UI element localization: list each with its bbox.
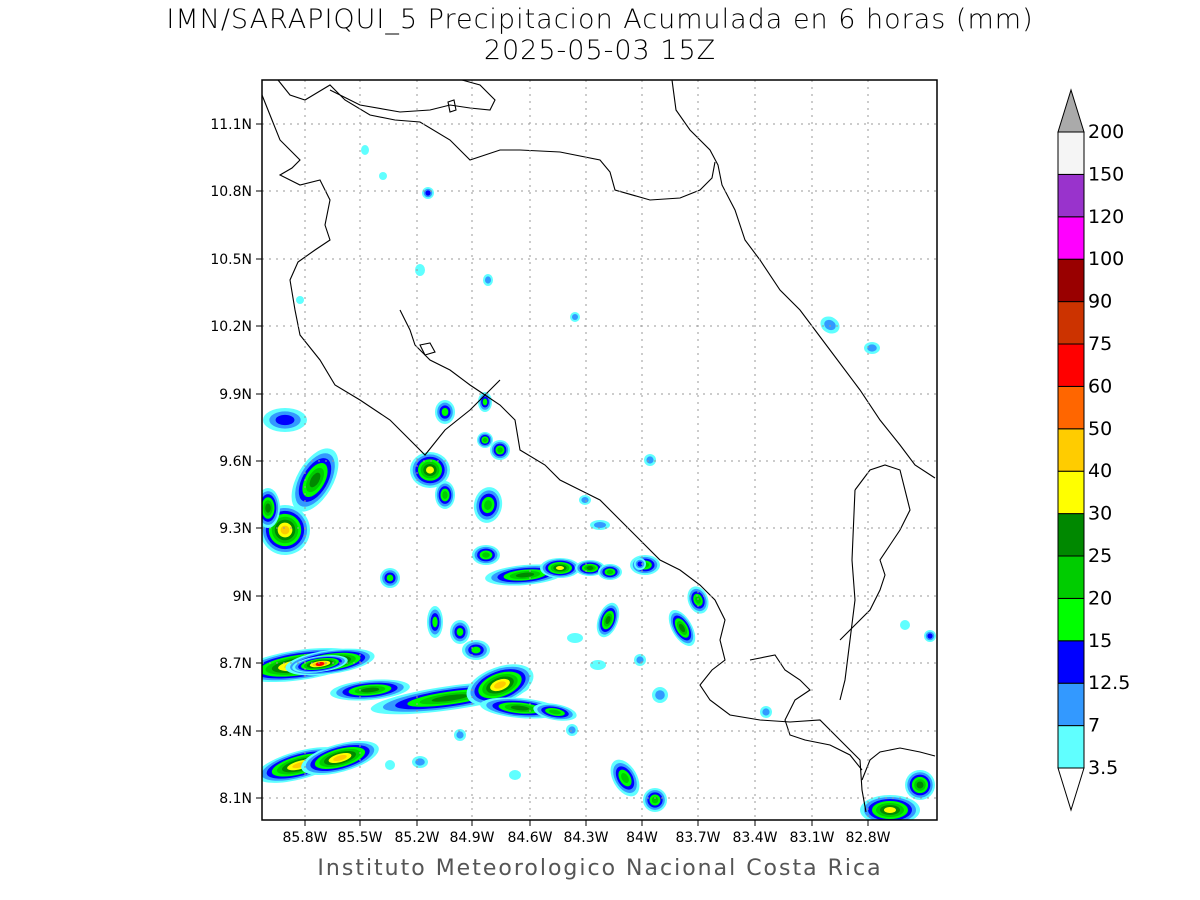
colorbar-swatch <box>1057 258 1085 303</box>
lon-tick-label: 84.9W <box>449 830 494 846</box>
lat-tick-label: 9.3N <box>219 521 252 537</box>
lat-tick-label: 11.1N <box>210 117 252 133</box>
colorbar-swatch <box>1057 173 1085 218</box>
lat-tick-label: 9.9N <box>219 387 252 403</box>
lon-tick-label: 83.7W <box>675 830 720 846</box>
map-frame <box>261 79 938 821</box>
colorbar-label: 25 <box>1088 545 1112 567</box>
colorbar-label: 200 <box>1088 121 1124 143</box>
map-gridlines <box>262 80 937 820</box>
colorbar-label: 12.5 <box>1088 672 1130 694</box>
colorbar-swatch <box>1057 597 1085 642</box>
colorbar-legend: 3.5 7 12.5 15 20 25 30 40 50 60 75 90 100 120 150 200 <box>1057 88 1130 812</box>
colorbar-label: 15 <box>1088 630 1112 652</box>
colorbar-swatch <box>1057 301 1085 345</box>
latitude-axis: 11.1N 10.8N 10.5N 10.2N 9.9N 9.6N 9.3N 9N 8.7N 8.… <box>210 117 262 807</box>
colorbar-label: 60 <box>1088 375 1112 397</box>
map-subtitle-datetime: 2025-05-03 15Z <box>483 35 717 66</box>
colorbar-label: 40 <box>1088 460 1112 482</box>
colorbar-swatch <box>1057 725 1085 769</box>
lat-tick-label: 9.6N <box>219 454 252 470</box>
colorbar-under-arrow <box>1057 767 1085 812</box>
lat-tick-label: 9N <box>233 589 252 605</box>
colorbar-label: 120 <box>1088 206 1124 228</box>
footer-credit: Instituto Meteorologico Nacional Costa R… <box>317 856 883 881</box>
lon-tick-label: 83.4W <box>732 830 777 846</box>
colorbar-swatch <box>1057 428 1085 472</box>
colorbar-label: 20 <box>1088 587 1112 609</box>
coastlines <box>261 79 936 813</box>
lon-tick-label: 85.2W <box>394 830 439 846</box>
lat-tick-label: 8.1N <box>219 791 252 807</box>
colorbar-swatch <box>1057 640 1085 684</box>
lat-tick-label: 10.5N <box>210 252 252 268</box>
lon-tick-label: 84W <box>626 830 658 846</box>
colorbar-label: 50 <box>1088 418 1112 440</box>
lon-tick-label: 85.5W <box>337 830 382 846</box>
colorbar-label: 100 <box>1088 248 1124 270</box>
colorbar-swatch <box>1057 385 1085 430</box>
colorbar-swatch <box>1057 343 1085 387</box>
colorbar-swatch <box>1057 682 1085 727</box>
lon-tick-label: 83.1W <box>789 830 834 846</box>
colorbar-label: 150 <box>1088 163 1124 185</box>
colorbar-label: 3.5 <box>1088 757 1118 779</box>
lon-tick-label: 84.3W <box>563 830 608 846</box>
colorbar-over-arrow <box>1057 88 1085 133</box>
colorbar-label: 75 <box>1088 333 1112 355</box>
lat-tick-label: 8.4N <box>219 724 252 740</box>
colorbar-label: 90 <box>1088 291 1112 313</box>
colorbar-swatch <box>1057 216 1085 260</box>
colorbar-swatch <box>1057 513 1085 557</box>
colorbar-swatch <box>1057 131 1085 175</box>
colorbar-label: 7 <box>1088 715 1100 737</box>
lon-tick-label: 82.8W <box>845 830 890 846</box>
map-title: IMN/SARAPIQUI_5 Precipitacion Acumulada … <box>166 4 1034 35</box>
lon-tick-label: 84.6W <box>507 830 552 846</box>
precipitation-field <box>262 145 936 820</box>
lat-tick-label: 8.7N <box>219 656 252 672</box>
lat-tick-label: 10.8N <box>210 184 252 200</box>
lon-tick-label: 85.8W <box>282 830 327 846</box>
lat-tick-label: 10.2N <box>210 319 252 335</box>
colorbar-label: 30 <box>1088 503 1112 525</box>
colorbar-swatch <box>1057 470 1085 515</box>
colorbar-swatch <box>1057 555 1085 599</box>
longitude-axis: 85.8W 85.5W 85.2W 84.9W 84.6W 84.3W 84W 83.7W 83… <box>282 820 891 846</box>
